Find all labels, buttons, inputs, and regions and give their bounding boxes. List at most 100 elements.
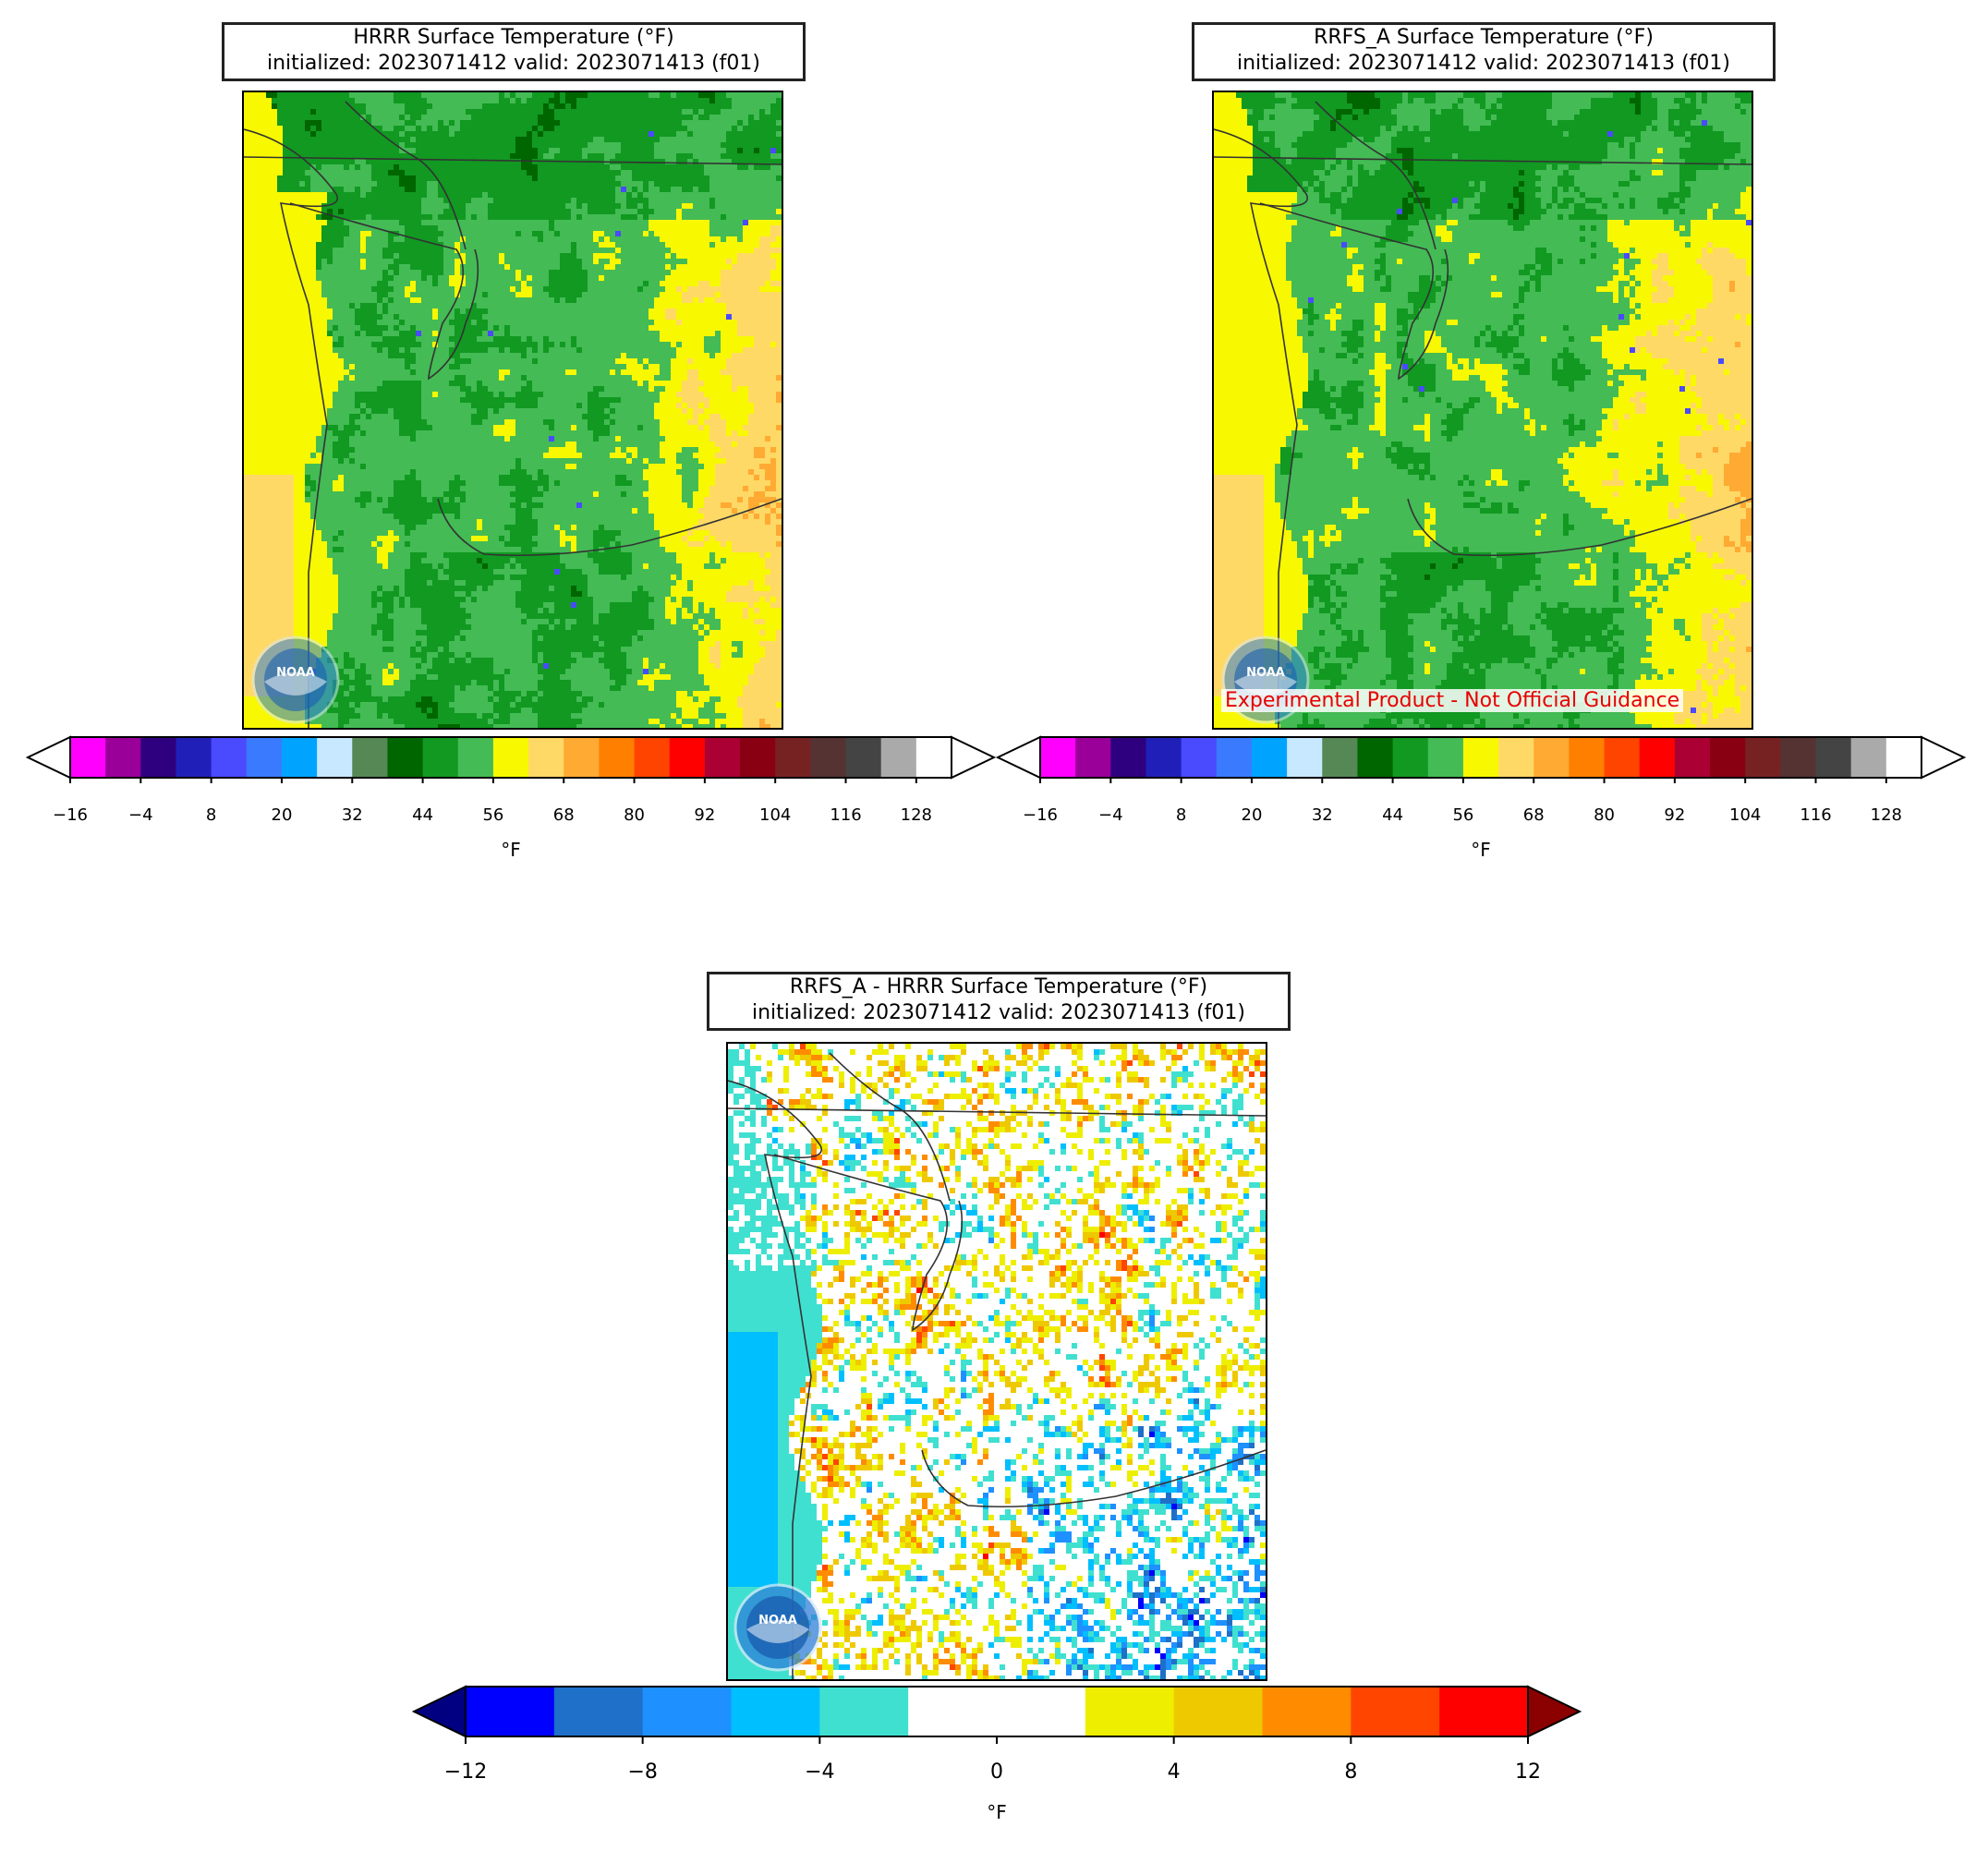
colorbar-tick-label: 116 <box>830 805 861 825</box>
colorbar-segment <box>1674 737 1711 778</box>
colorbar-segment <box>1216 737 1253 778</box>
map-field-layer <box>728 1044 1266 1679</box>
colorbar-tick-label: 20 <box>1242 805 1263 825</box>
colorbar-segment <box>1251 737 1288 778</box>
colorbar-segment <box>281 737 318 778</box>
title-line-2: initialized: 2023071412 valid: 202307141… <box>1204 51 1764 77</box>
title-line-2: initialized: 2023071412 valid: 202307141… <box>234 51 794 77</box>
map-boundaries <box>1214 101 1752 728</box>
colorbar-tick-label: 32 <box>342 805 363 825</box>
noaa-logo: NOAA <box>733 1583 822 1672</box>
colorbar-segment <box>387 737 424 778</box>
colorbar-extend-under <box>411 1685 467 1738</box>
temperature-map: NOAA <box>242 91 783 730</box>
colorbar-tick-label: 104 <box>759 805 791 825</box>
colorbar-segment <box>1710 737 1746 778</box>
colorbar-extend-over <box>951 735 997 780</box>
colorbar-segment <box>1569 737 1606 778</box>
colorbar-segment <box>1173 1687 1263 1736</box>
state-border <box>1407 498 1752 557</box>
colorbar-tick-label: 116 <box>1800 805 1831 825</box>
colorbar-segment <box>1780 737 1817 778</box>
colorbar-segment <box>669 737 706 778</box>
colorbar-segment <box>740 737 776 778</box>
colorbar-segment <box>105 737 141 778</box>
colorbar-segment <box>140 737 176 778</box>
colorbar-segment <box>317 737 353 778</box>
colorbar-segment <box>422 737 459 778</box>
colorbar-tick-label: −4 <box>805 1760 834 1784</box>
colorbar-segment <box>457 737 494 778</box>
colorbar-segment <box>1604 737 1641 778</box>
colorbar-segment <box>1181 737 1218 778</box>
colorbar-tick-label: 56 <box>482 805 503 825</box>
colorbar-tick-label: 56 <box>1452 805 1473 825</box>
colorbar-segment <box>908 1687 998 1736</box>
colorbar-tick-label: 4 <box>1168 1760 1181 1784</box>
colorbar-segment <box>1351 1687 1440 1736</box>
us-canada-border <box>244 156 782 165</box>
colorbar-segment <box>1287 737 1323 778</box>
state-border <box>437 498 782 557</box>
colorbar-segment <box>775 737 811 778</box>
colorbar-segment <box>1322 737 1358 778</box>
colorbar-segment <box>1085 1687 1175 1736</box>
colorbar-tick-label: 32 <box>1312 805 1333 825</box>
puget-sound-outline <box>773 1154 964 1332</box>
colorbar-tick-label: 0 <box>990 1760 1003 1784</box>
colorbar-segment <box>880 737 917 778</box>
us-canada-border <box>728 1107 1266 1117</box>
colorbar-segment <box>352 737 388 778</box>
colorbar-segment <box>1498 737 1534 778</box>
colorbar-segment <box>704 737 741 778</box>
colorbar-tick-label: 12 <box>1515 1760 1541 1784</box>
colorbar-segment <box>564 737 600 778</box>
colorbar-tick-label: 104 <box>1729 805 1761 825</box>
puget-sound-outline <box>1259 202 1449 381</box>
map-field-layer <box>244 92 782 728</box>
coastline <box>1214 128 1308 728</box>
colorbar-segment <box>1146 737 1182 778</box>
colorbar-segment <box>599 737 636 778</box>
colorbar-tick-label: −12 <box>444 1760 487 1784</box>
colorbar-segment <box>176 737 212 778</box>
colorbar-tick-label: 8 <box>1176 805 1186 825</box>
colorbar-segment <box>810 737 847 778</box>
colorbar-segment <box>70 737 106 778</box>
logo-text: NOAA <box>1246 666 1285 680</box>
colorbar-tick-label: −16 <box>53 805 88 825</box>
colorbar-extend-under <box>995 735 1041 780</box>
colorbar-segment <box>1392 737 1429 778</box>
map-boundaries <box>244 101 782 728</box>
logo-text: NOAA <box>758 1614 797 1627</box>
coastline <box>244 128 338 728</box>
colorbar-tick-label: 8 <box>1344 1760 1357 1784</box>
colorbar-tick-label: 92 <box>1664 805 1685 825</box>
colorbar-segment <box>1075 737 1111 778</box>
colorbar-segment <box>731 1687 820 1736</box>
title-line-1: RRFS_A - HRRR Surface Temperature (°F) <box>719 974 1279 1000</box>
state-border <box>921 1449 1266 1508</box>
colorbar-segment <box>466 1687 555 1736</box>
inland-waterway <box>829 1052 951 1202</box>
colorbar-extend-over <box>1527 1685 1582 1738</box>
map-field-layer <box>1214 92 1752 728</box>
colorbar-unit-label: °F <box>1471 839 1491 861</box>
colorbar-extend-over <box>1921 735 1967 780</box>
colorbar-segment <box>553 1687 644 1736</box>
colorbar-tick-label: −4 <box>128 805 153 825</box>
colorbar-segment <box>819 1687 909 1736</box>
colorbar-tick-label: −8 <box>627 1760 657 1784</box>
colorbar-segment <box>528 737 564 778</box>
panel-title: HRRR Surface Temperature (°F) initialize… <box>222 22 806 81</box>
difference-map: NOAA <box>726 1042 1267 1681</box>
colorbar-segment <box>1427 737 1464 778</box>
colorbar-tick-label: 128 <box>901 805 932 825</box>
colorbar-tick-label: 80 <box>624 805 645 825</box>
panel-title: RRFS_A Surface Temperature (°F) initiali… <box>1192 22 1776 81</box>
map-boundaries <box>728 1052 1266 1679</box>
colorbar-tick-label: 8 <box>206 805 216 825</box>
colorbar-segment <box>1439 1687 1529 1736</box>
colorbar-segment <box>492 737 529 778</box>
colorbar-tick-label: −16 <box>1023 805 1058 825</box>
